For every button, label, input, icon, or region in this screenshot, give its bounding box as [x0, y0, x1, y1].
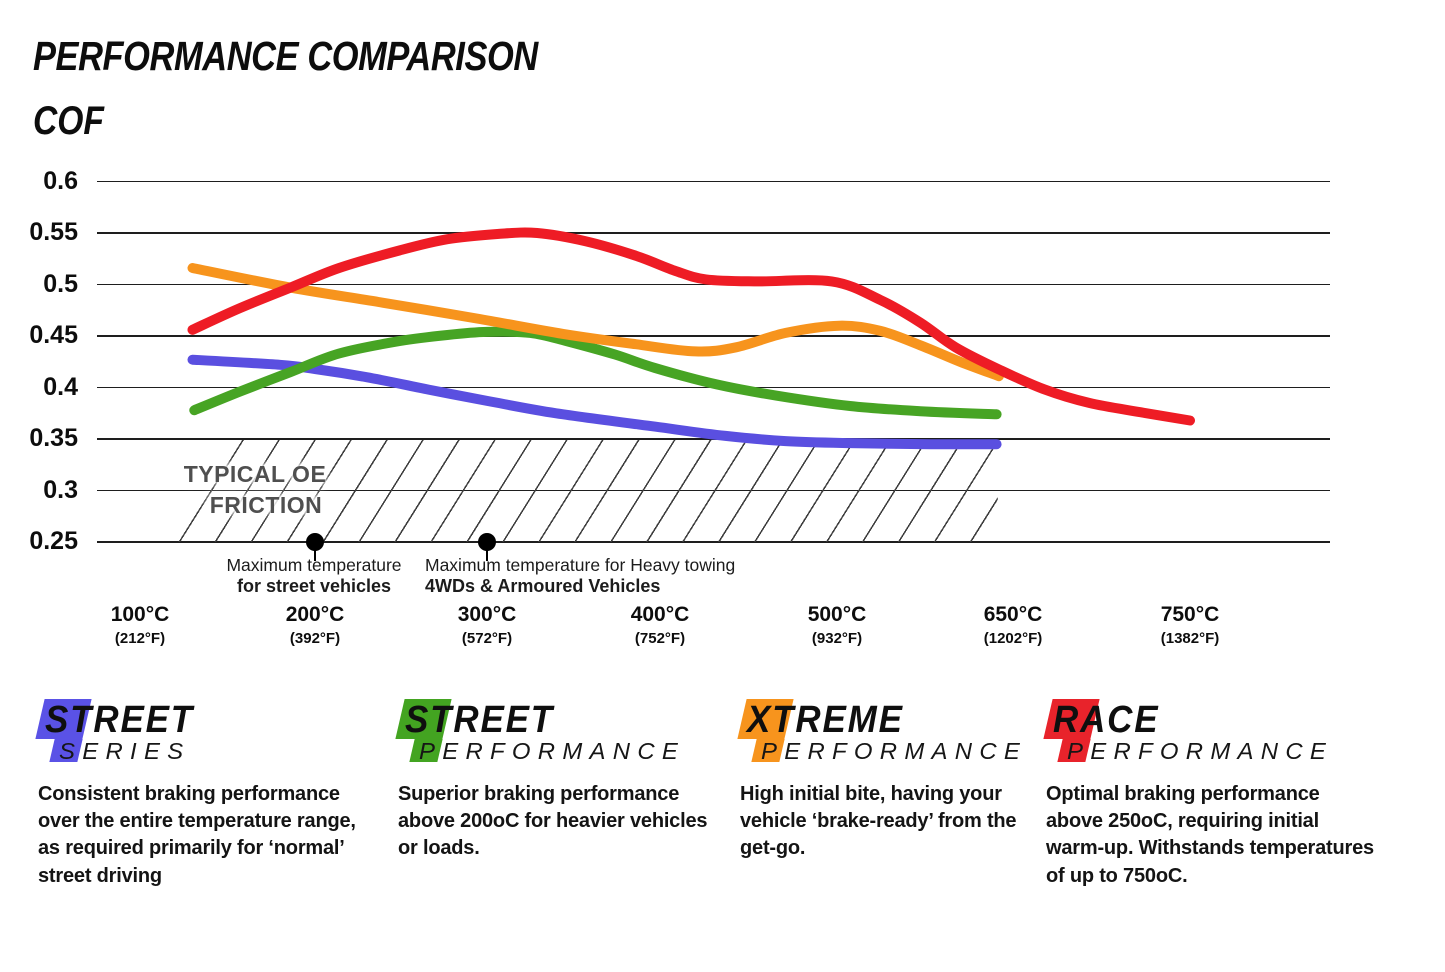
brand-logo: STREET SERIES: [35, 699, 373, 765]
annotation-max-temp-street-line2: for street vehicles: [236, 576, 392, 597]
logo-word-primary-rest: TREET: [430, 699, 554, 741]
curve-street-performance: [189, 326, 1002, 420]
legend-item-xtreme-performance: XTREME PERFORMANCE High initial bite, havi…: [737, 699, 1025, 863]
typical-oe-friction-label: TYPICAL OE FRICTION: [160, 460, 350, 520]
logo-word-secondary: PERFORMANCE: [761, 738, 1028, 764]
x-tick-celsius-label: 400°C: [630, 603, 690, 626]
legend-item-street-performance: STREET PERFORMANCE Superior braking perfor…: [395, 699, 723, 863]
x-tick-fahrenheit-label: (392°F): [289, 630, 341, 647]
logo-word-primary: STREET: [405, 701, 704, 739]
annotation-max-temp-towing: Maximum temperature for Heavy towing 4WD…: [425, 555, 765, 597]
x-tick-fahrenheit-label: (1202°F): [983, 630, 1043, 647]
x-tick-celsius-label: 200°C: [285, 603, 345, 626]
logo-word-primary: XTREME: [747, 701, 1009, 739]
logo-word-secondary: PERFORMANCE: [419, 738, 686, 764]
logo-word-secondary: SERIES: [59, 738, 191, 764]
y-axis-tick-label: 0.5: [43, 269, 78, 298]
x-tick-fahrenheit-label: (1382°F): [1160, 630, 1220, 647]
brand-logo: RACE PERFORMANCE: [1043, 699, 1376, 765]
marker-stem: [485, 550, 489, 561]
typical-oe-friction-band: [171, 440, 998, 542]
x-axis-tick: 400°C (752°F): [580, 603, 740, 647]
y-axis-tick-label: 0.45: [29, 321, 78, 349]
x-axis-tick: 500°C (932°F): [757, 603, 917, 647]
brand-logo: XTREME PERFORMANCE: [737, 699, 1025, 765]
x-tick-celsius-label: 300°C: [457, 603, 517, 626]
logo-first-letter: S: [405, 699, 431, 741]
logo-word-secondary: PERFORMANCE: [1067, 738, 1334, 764]
x-tick-celsius-label: 750°C: [1160, 603, 1220, 626]
curve-street-series: [187, 354, 1002, 450]
x-tick-celsius-label: 650°C: [983, 603, 1043, 626]
typical-oe-friction-line2: FRICTION: [209, 491, 323, 518]
x-axis-tick: 200°C (392°F): [235, 603, 395, 647]
logo-word-primary: STREET: [45, 701, 353, 739]
y-axis-title: COF: [33, 99, 104, 143]
y-axis-tick-label: 0.4: [43, 372, 78, 401]
logo-first-letter: S: [45, 699, 71, 741]
y-gridline: [97, 335, 1330, 337]
curve-race-performance: [187, 227, 1195, 426]
legend-description: Consistent braking performance over the …: [38, 783, 356, 887]
max-temp-towing-marker: [478, 533, 496, 551]
annotation-max-temp-street-line1: Maximum temperature: [226, 555, 402, 575]
x-tick-fahrenheit-label: (212°F): [114, 630, 166, 647]
brand-logo: STREET PERFORMANCE: [395, 699, 723, 765]
x-axis-tick: 750°C (1382°F): [1110, 603, 1270, 647]
annotation-max-temp-towing-line2: 4WDs & Armoured Vehicles: [425, 576, 661, 597]
typical-oe-friction-line1: TYPICAL OE: [183, 461, 327, 487]
y-axis-tick-label: 0.25: [29, 527, 78, 555]
curve-xtreme-performance: [187, 263, 1004, 382]
legend-description: Optimal braking performance above 250oC,…: [1046, 783, 1374, 887]
y-axis-tick-label: 0.55: [29, 218, 78, 246]
legend-item-race-performance: RACE PERFORMANCE Optimal braking performan…: [1043, 699, 1376, 890]
x-tick-celsius-label: 500°C: [807, 603, 867, 626]
marker-stem: [313, 550, 317, 561]
legend-description: High initial bite, having your vehicle ‘…: [740, 783, 1017, 860]
logo-word-primary: RACE: [1053, 701, 1357, 739]
x-tick-fahrenheit-label: (932°F): [811, 630, 863, 647]
logo-first-letter: R: [1053, 699, 1081, 741]
logo-first-letter: X: [747, 699, 773, 741]
logo-word-primary-rest: TREET: [70, 699, 194, 741]
x-axis-tick: 300°C (572°F): [407, 603, 567, 647]
page-title: PERFORMANCE COMPARISON: [33, 33, 538, 79]
x-tick-fahrenheit-label: (752°F): [634, 630, 686, 647]
y-gridline: [97, 232, 1330, 234]
x-tick-fahrenheit-label: (572°F): [461, 630, 513, 647]
logo-word-primary-rest: TREME: [772, 699, 904, 741]
x-axis-tick: 650°C (1202°F): [933, 603, 1093, 647]
y-gridline: [97, 180, 1330, 183]
annotation-max-temp-street: Maximum temperature for street vehicles: [164, 555, 464, 597]
max-temp-street-marker: [306, 533, 324, 551]
y-axis-tick-label: 0.3: [43, 475, 78, 504]
x-tick-celsius-label: 100°C: [110, 603, 170, 626]
y-axis-tick-label: 0.35: [29, 424, 78, 452]
legend-item-street-series: STREET SERIES Consistent braking performan…: [35, 699, 373, 890]
annotation-max-temp-towing-line1: Maximum temperature for Heavy towing: [425, 555, 736, 575]
y-axis-tick-label: 0.6: [43, 166, 78, 195]
x-axis-tick: 100°C (212°F): [60, 603, 220, 647]
legend-description: Superior braking performance above 200oC…: [398, 783, 708, 860]
logo-word-primary-rest: ACE: [1080, 699, 1160, 741]
